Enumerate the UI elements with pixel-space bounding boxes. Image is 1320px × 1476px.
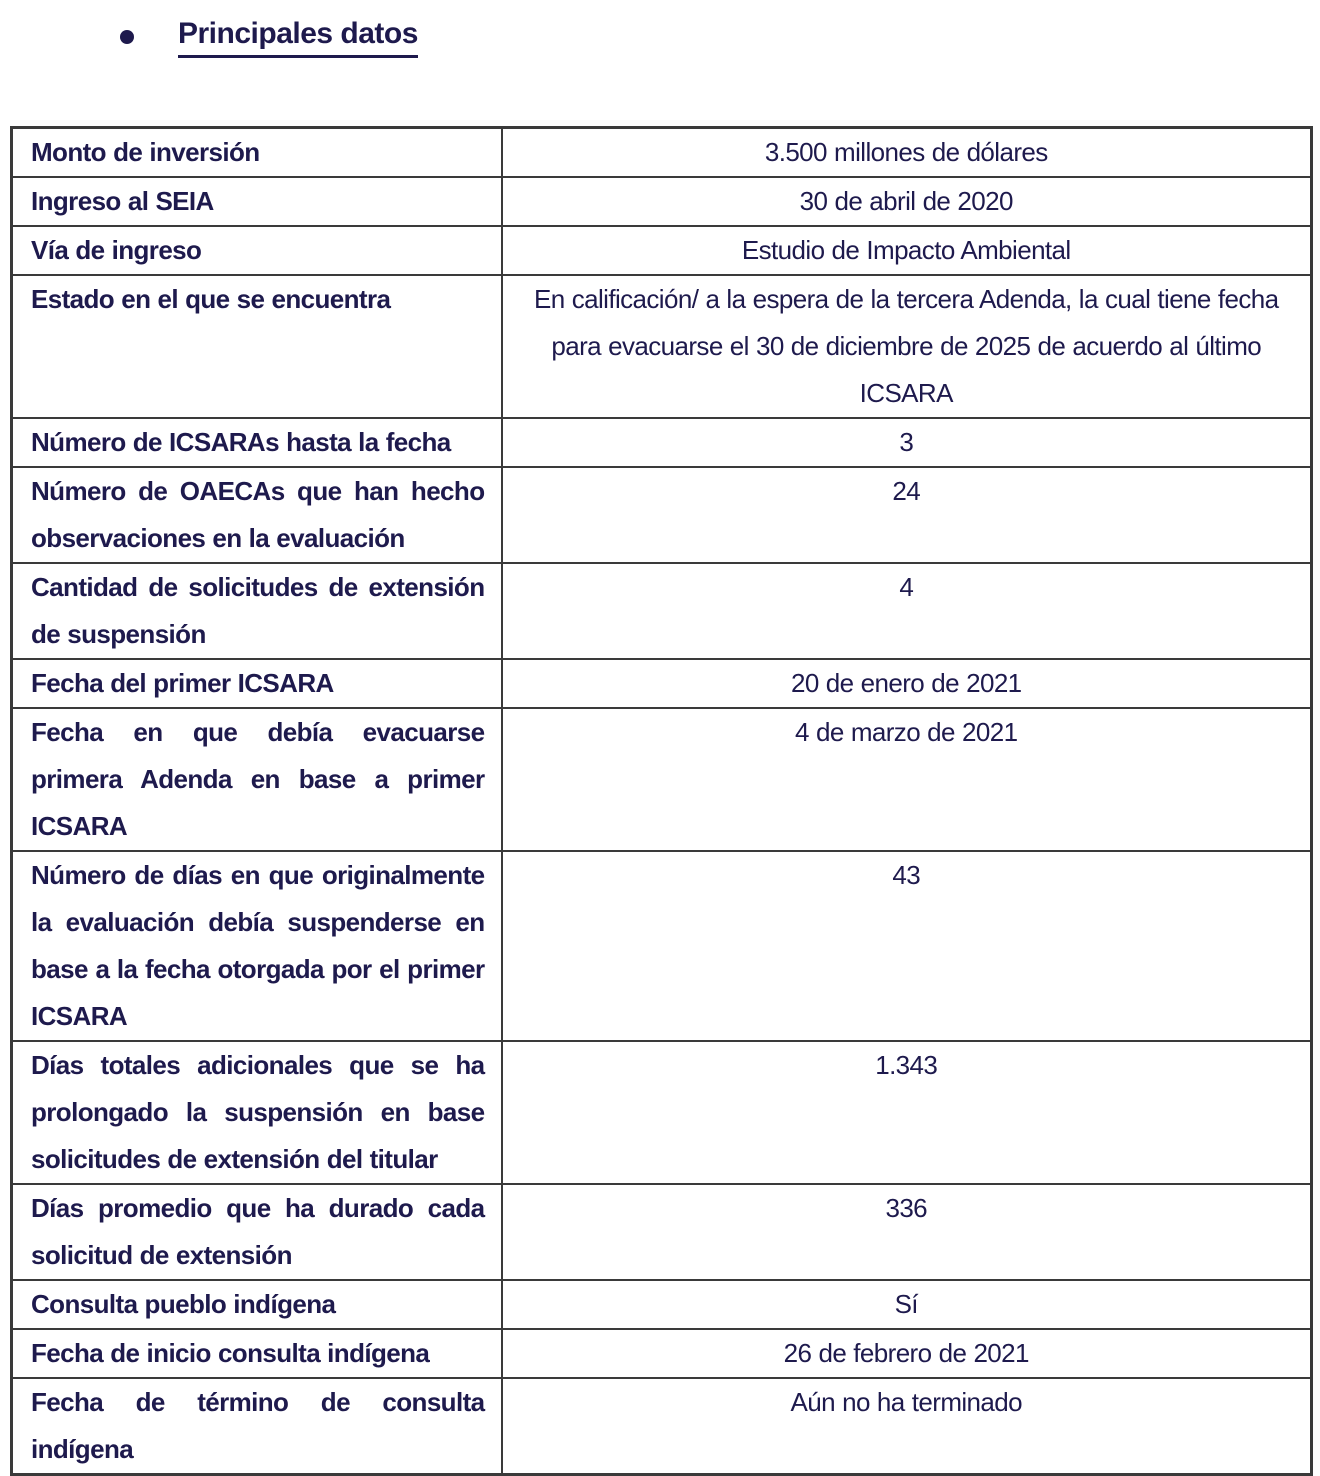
row-label-cell: Monto de inversión bbox=[10, 126, 503, 178]
row-value-cell: 336 bbox=[500, 1183, 1313, 1281]
row-label-cell: Cantidad de solicitudes de extensión de … bbox=[10, 562, 503, 660]
table-row: Número de OAECAs que han hecho observaci… bbox=[10, 466, 1313, 564]
row-value-cell: 3.500 millones de dólares bbox=[500, 126, 1313, 178]
table-row: Fecha de inicio consulta indígena 26 de … bbox=[10, 1328, 1313, 1379]
table-row: Cantidad de solicitudes de extensión de … bbox=[10, 562, 1313, 660]
table-row: Fecha en que debía evacuarse primera Ade… bbox=[10, 707, 1313, 852]
section-heading: Principales datos bbox=[120, 16, 1320, 58]
row-label-cell: Número de ICSARAs hasta la fecha bbox=[10, 417, 503, 468]
row-label-cell: Estado en el que se encuentra bbox=[10, 274, 503, 419]
table-row: Número de días en que originalmente la e… bbox=[10, 850, 1313, 1042]
row-label-cell: Ingreso al SEIA bbox=[10, 176, 503, 227]
row-label-cell: Fecha en que debía evacuarse primera Ade… bbox=[10, 707, 503, 852]
row-label-cell: Vía de ingreso bbox=[10, 225, 503, 276]
principales-datos-table: Monto de inversión 3.500 millones de dól… bbox=[10, 126, 1313, 1476]
row-label-cell: Días promedio que ha durado cada solicit… bbox=[10, 1183, 503, 1281]
row-value-cell: Sí bbox=[500, 1279, 1313, 1330]
row-label-cell: Fecha de inicio consulta indígena bbox=[10, 1328, 503, 1379]
row-label-cell: Número de días en que originalmente la e… bbox=[10, 850, 503, 1042]
table-row: Días promedio que ha durado cada solicit… bbox=[10, 1183, 1313, 1281]
row-label-cell: Fecha del primer ICSARA bbox=[10, 658, 503, 709]
row-value-cell: 26 de febrero de 2021 bbox=[500, 1328, 1313, 1379]
row-value-cell: 20 de enero de 2021 bbox=[500, 658, 1313, 709]
table-row: Fecha de término de consulta indígena Aú… bbox=[10, 1377, 1313, 1476]
row-value-cell: Aún no ha terminado bbox=[500, 1377, 1313, 1476]
table-row: Vía de ingreso Estudio de Impacto Ambien… bbox=[10, 225, 1313, 276]
table-row: Ingreso al SEIA 30 de abril de 2020 bbox=[10, 176, 1313, 227]
row-label-cell: Días totales adicionales que se ha prolo… bbox=[10, 1040, 503, 1185]
row-value-cell: 4 bbox=[500, 562, 1313, 660]
table-row: Días totales adicionales que se ha prolo… bbox=[10, 1040, 1313, 1185]
row-value-cell: 43 bbox=[500, 850, 1313, 1042]
row-value-cell: 24 bbox=[500, 466, 1313, 564]
bullet-icon bbox=[120, 30, 134, 44]
table-row: Fecha del primer ICSARA 20 de enero de 2… bbox=[10, 658, 1313, 709]
row-value-cell: Estudio de Impacto Ambiental bbox=[500, 225, 1313, 276]
table-row: Consulta pueblo indígena Sí bbox=[10, 1279, 1313, 1330]
row-value-cell: 4 de marzo de 2021 bbox=[500, 707, 1313, 852]
table-row: Estado en el que se encuentra En calific… bbox=[10, 274, 1313, 419]
table-row: Número de ICSARAs hasta la fecha 3 bbox=[10, 417, 1313, 468]
table-row: Monto de inversión 3.500 millones de dól… bbox=[10, 126, 1313, 178]
row-value-cell: 3 bbox=[500, 417, 1313, 468]
page-title: Principales datos bbox=[178, 16, 418, 58]
row-value-cell: 1.343 bbox=[500, 1040, 1313, 1185]
row-label-cell: Fecha de término de consulta indígena bbox=[10, 1377, 503, 1476]
row-value-cell: 30 de abril de 2020 bbox=[500, 176, 1313, 227]
row-value-cell: En calificación/ a la espera de la terce… bbox=[500, 274, 1313, 419]
row-label-cell: Número de OAECAs que han hecho observaci… bbox=[10, 466, 503, 564]
row-label-cell: Consulta pueblo indígena bbox=[10, 1279, 503, 1330]
